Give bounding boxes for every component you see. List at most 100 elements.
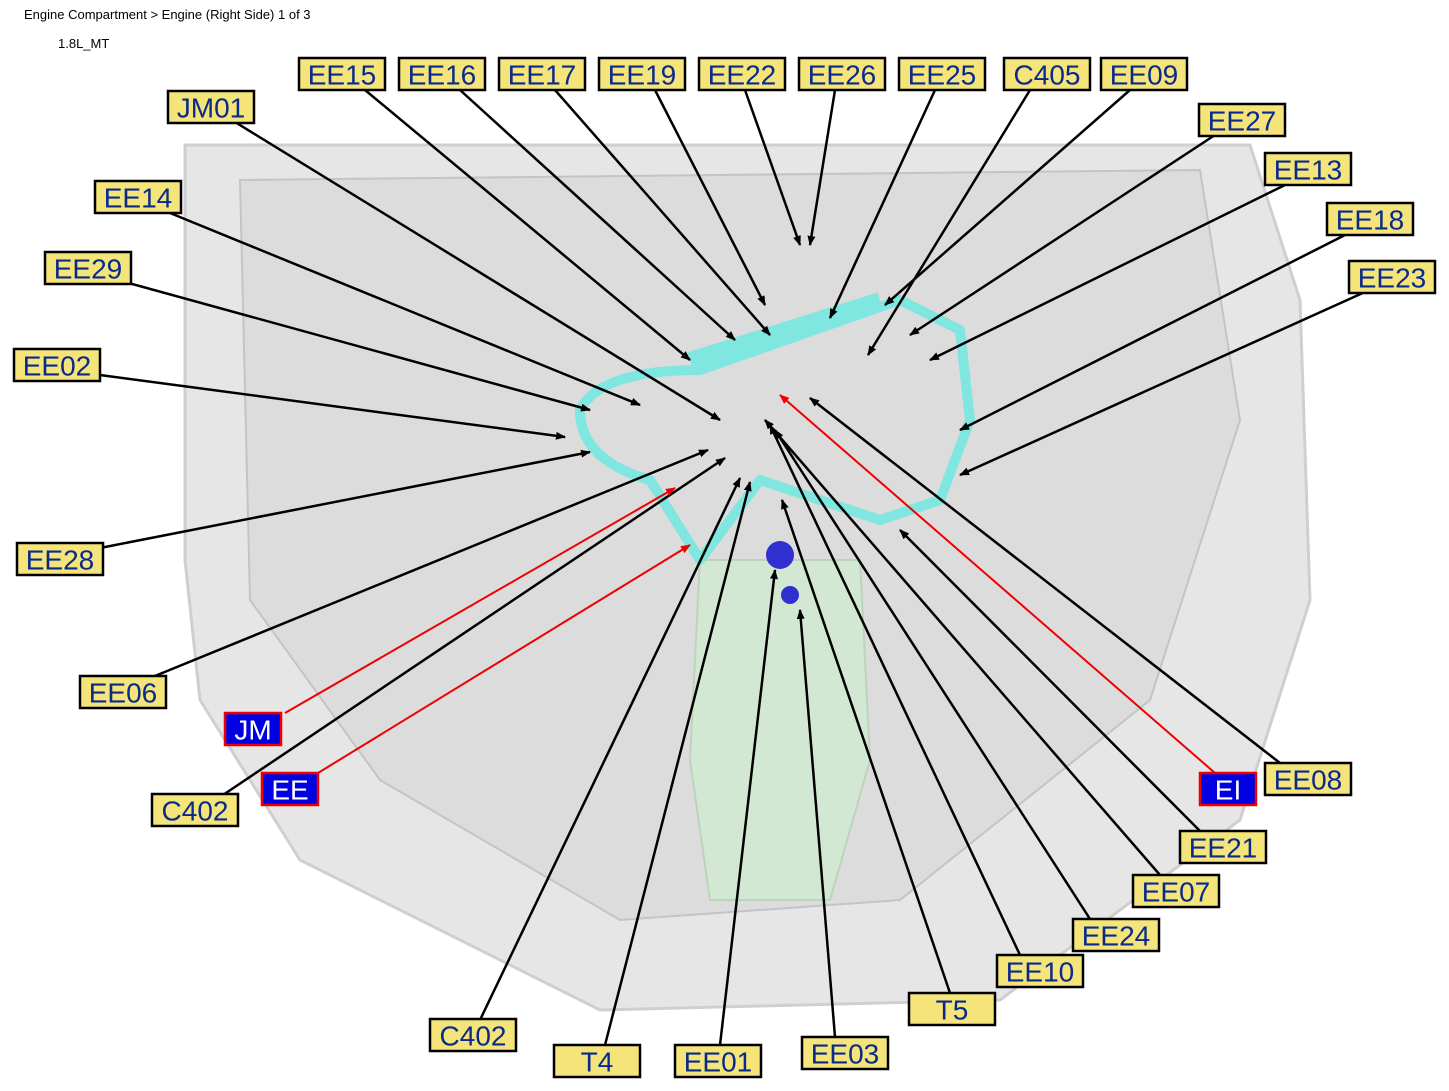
leader-line [764, 419, 1161, 876]
connector-label: EE14 [104, 183, 173, 214]
leader-line [364, 89, 691, 361]
connector-label-box [552, 1043, 642, 1079]
connector-label-box [397, 56, 487, 92]
connector-label-box [1002, 56, 1092, 92]
connector-label-box [800, 1035, 890, 1071]
leader-line [99, 449, 591, 550]
leader-line [959, 233, 1346, 432]
connector-label: EE06 [89, 678, 158, 709]
leader-line [796, 609, 837, 1038]
connector-label: EE16 [408, 60, 477, 91]
harness-label-box [260, 771, 320, 807]
leader-line [929, 183, 1286, 362]
connector-label-box [15, 541, 105, 577]
connector-label: EE27 [1208, 106, 1277, 137]
connector-label-box [166, 89, 256, 125]
connector-label: EE08 [1274, 765, 1343, 796]
leader-line [959, 290, 1366, 477]
connector-label: EE02 [23, 351, 92, 382]
connector-label-box [995, 953, 1085, 989]
connector-label-box [93, 179, 183, 215]
connector-label: JM01 [177, 93, 245, 124]
connector-label: EE01 [684, 1047, 753, 1078]
connector-label: C402 [440, 1021, 507, 1052]
connector-label-box [1325, 201, 1415, 237]
connector-label: EE28 [26, 545, 95, 576]
connector-label-box [597, 56, 687, 92]
connector-label-box [78, 674, 168, 710]
connector-label-box [43, 250, 133, 286]
leader-line [779, 394, 1216, 774]
connector-label-box [1099, 56, 1189, 92]
connector-label: EE17 [508, 60, 577, 91]
leader-line [807, 89, 837, 246]
harness-label: EE [271, 775, 308, 806]
leader-line [459, 89, 736, 341]
connector-label-box [1347, 259, 1437, 295]
harness-label-box [223, 711, 283, 747]
connector-label: EE18 [1336, 205, 1405, 236]
connector-label-box [150, 792, 240, 828]
breadcrumb: Engine Compartment > Engine (Right Side)… [24, 7, 311, 22]
connector-label-box [1197, 102, 1287, 138]
harness-label: EI [1215, 775, 1241, 806]
connector-label-box [1263, 151, 1353, 187]
connector-label-box [897, 56, 987, 92]
leader-line [899, 529, 1201, 832]
connector-label: C402 [162, 796, 229, 827]
leader-line [768, 424, 1022, 956]
connector-label-box [907, 991, 997, 1027]
leader-line [653, 89, 767, 306]
connector-label-box [697, 56, 787, 92]
connector-label: EE10 [1006, 957, 1075, 988]
connector-label: EE19 [608, 60, 677, 91]
connector-label: T5 [936, 995, 969, 1026]
harness-label-box [1198, 771, 1258, 807]
leader-line [219, 456, 726, 799]
connector-label: EE09 [1110, 60, 1179, 91]
vehicle-illustration [183, 143, 1312, 1012]
harness-label: JM [234, 715, 271, 746]
connector-label-box [797, 56, 887, 92]
connector-label-box [1263, 761, 1353, 797]
connector-label: EE13 [1274, 155, 1343, 186]
leader-line [909, 133, 1216, 337]
connector-label-box [1131, 873, 1221, 909]
leader-line [884, 89, 1131, 306]
leader-line [773, 429, 1092, 920]
leader-lines [99, 89, 1366, 1046]
connector-label-box [1071, 917, 1161, 953]
connector-label-box [12, 347, 102, 383]
leader-line [317, 544, 691, 774]
connector-label: EE29 [54, 254, 123, 285]
connector-label: T4 [581, 1047, 614, 1078]
leader-line [718, 569, 778, 1046]
connector-label: EE21 [1189, 833, 1258, 864]
connector-label-box [673, 1043, 763, 1079]
leader-line [603, 481, 752, 1046]
leader-line [284, 487, 676, 714]
connector-label: EE23 [1358, 263, 1427, 294]
leader-line [169, 211, 641, 407]
leader-line [124, 280, 591, 412]
leader-line [780, 499, 952, 994]
leader-line [828, 89, 937, 319]
connector-label-box [1178, 829, 1268, 865]
connector-label-box [297, 56, 387, 92]
connector-label-box [497, 56, 587, 92]
leader-line [99, 373, 566, 440]
connector-labels: EE15 EE16 EE17 EE19 EE22 EE26 EE25 C405 EE09 EE27… [12, 56, 1437, 1079]
connector-label-box [428, 1017, 518, 1053]
connector-label: EE07 [1142, 877, 1211, 908]
leader-line [554, 89, 771, 336]
connector-label: EE15 [308, 60, 377, 91]
leader-line [478, 477, 742, 1021]
connector-label: EE25 [908, 60, 977, 91]
leader-line [809, 397, 1281, 764]
connector-label: C405 [1014, 60, 1081, 91]
connector-label: EE03 [811, 1039, 880, 1070]
connector-label: EE24 [1082, 921, 1151, 952]
variant-label: 1.8L_MT [58, 36, 109, 51]
connector-label: EE22 [708, 60, 777, 91]
